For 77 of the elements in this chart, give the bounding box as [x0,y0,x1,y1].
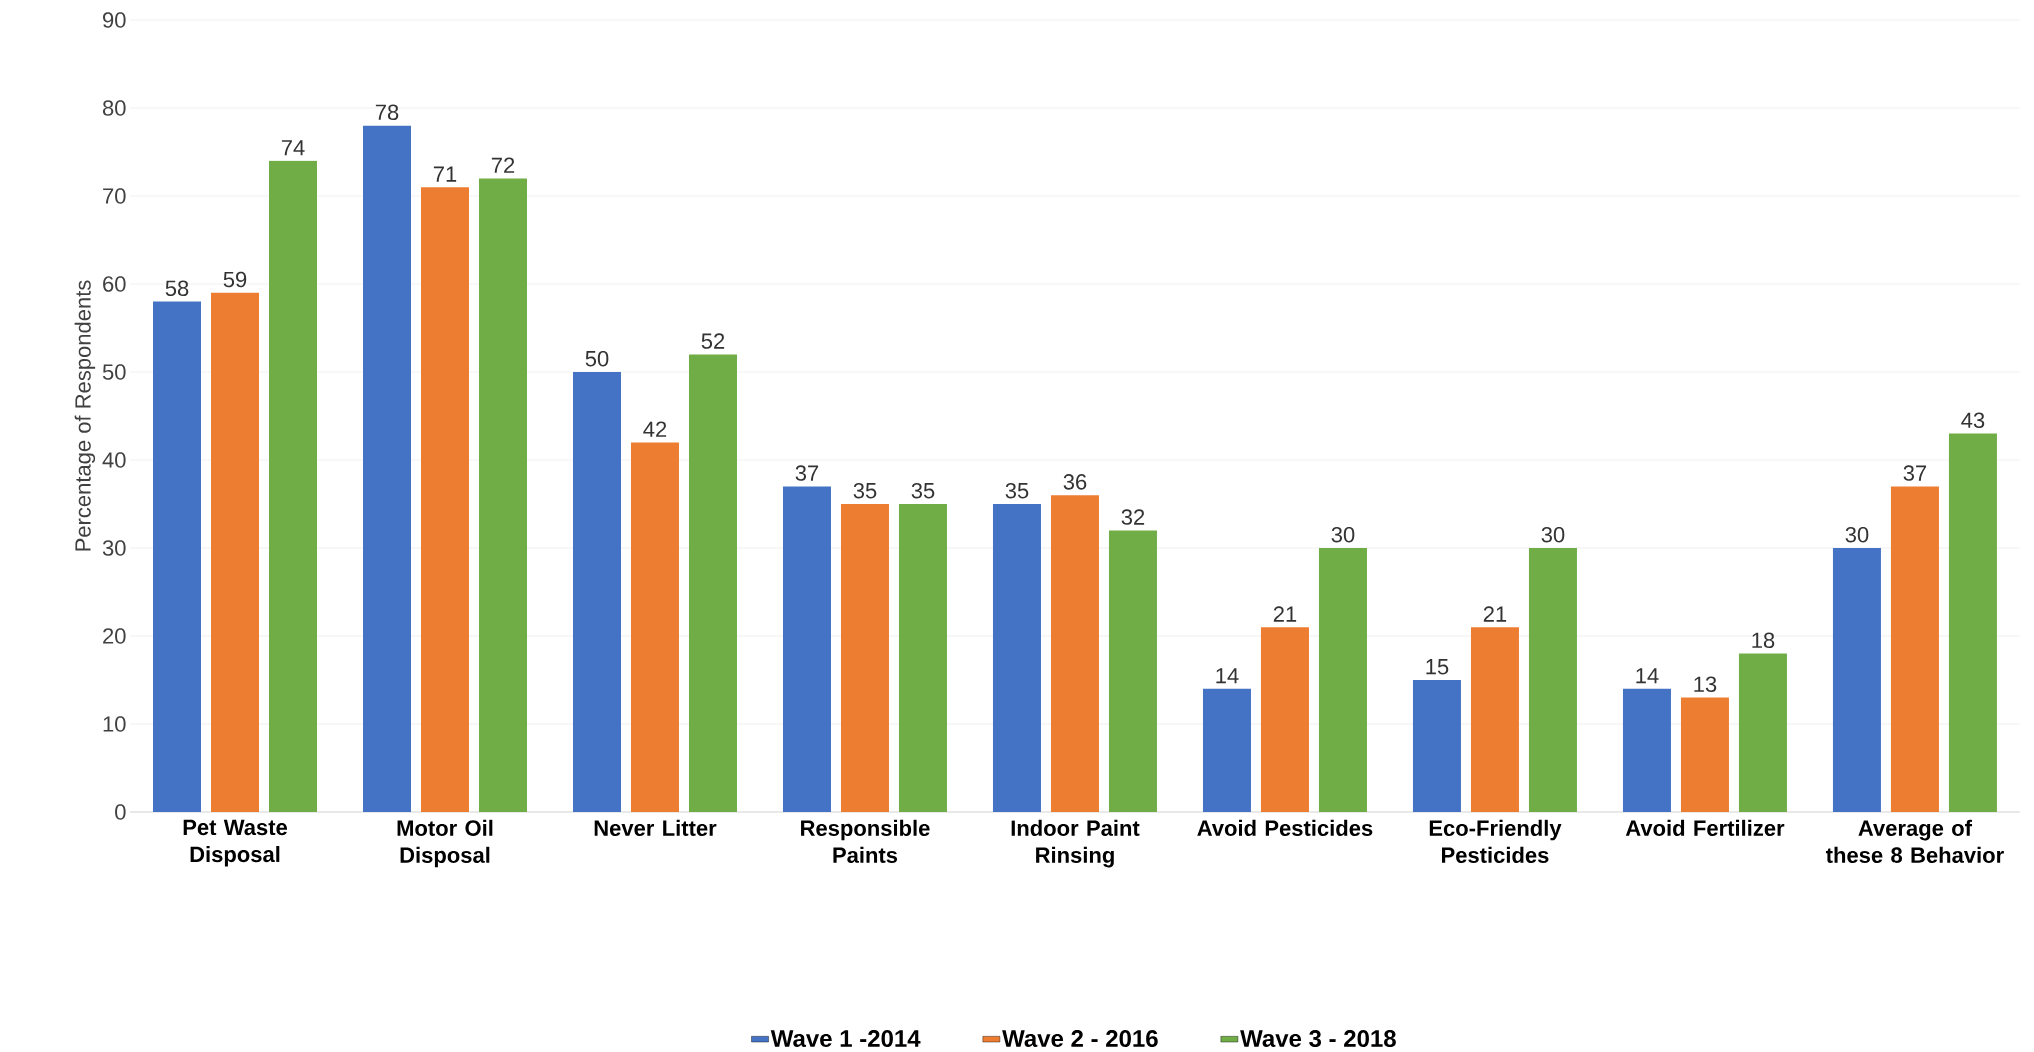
bar [1412,679,1461,812]
data-label: 58 [165,280,189,296]
bar [1108,530,1157,812]
bar [1680,697,1729,812]
bar [1738,653,1787,812]
data-label: 14 [1636,667,1659,684]
data-label: 35 [1005,482,1029,499]
bar [153,301,201,812]
legend-label: Wave 3 - 2018 [1240,1029,1396,1047]
x-tick-label: Responsible Paints [801,819,930,863]
bar [1622,688,1671,812]
bar [840,503,889,812]
data-label: 15 [1426,658,1449,675]
bar [1260,627,1309,812]
bar [1948,433,1997,812]
data-label: 18 [1752,632,1775,648]
bar [1470,627,1519,812]
data-label: 37 [1903,465,1927,481]
bar [362,125,411,812]
data-label: 43 [1961,412,1985,428]
bar [211,292,259,812]
bar [269,160,317,812]
y-tick-label: 90 [103,12,126,28]
data-label: 21 [1273,606,1297,622]
y-tick-label: 40 [102,452,126,468]
legend-label: Wave 2 - 2016 [1002,1029,1158,1047]
data-label: 13 [1694,676,1717,692]
data-label: 14 [1216,667,1239,684]
data-label: 74 [281,139,305,156]
y-tick-label: 50 [102,364,126,380]
bar [420,187,469,812]
data-label: 42 [643,421,667,437]
data-label: 21 [1483,606,1507,622]
x-tick-label: Eco-Friendly Pesticides [1429,819,1562,863]
data-label: 71 [433,166,457,182]
bar [1050,495,1099,812]
x-tick-label: Never Litter [594,819,717,836]
bar [688,354,737,812]
x-tick-label: Indoor Paint Rinsing [1011,819,1140,868]
legend-label: Wave 1 -2014 [770,1029,921,1047]
y-tick-label: 10 [103,716,126,732]
data-label: 50 [585,350,609,367]
bar [1832,547,1881,812]
data-label: 35 [853,482,877,499]
bar [572,371,621,812]
x-tick-label: Avoid Pesticides [1197,819,1373,836]
x-tick-label: Avoid Fertilizer [1625,819,1785,836]
data-label: 30 [1331,526,1355,543]
y-tick-label: 20 [103,628,126,644]
x-tick-label: Motor Oil Disposal [397,819,493,868]
data-label: 32 [1121,509,1145,525]
y-axis-title: Percentage of Respondents [74,280,96,551]
bar [630,442,679,812]
bar [782,486,831,812]
y-tick-label: 70 [103,188,126,204]
data-label: 78 [375,104,399,120]
y-tick-label: 60 [103,276,126,292]
data-label: 37 [795,465,819,481]
bar [1890,486,1939,812]
data-label: 36 [1063,473,1087,490]
data-label: 72 [491,157,515,173]
data-label: 30 [1541,526,1565,543]
data-label: 30 [1845,526,1869,543]
y-tick-label: 80 [102,100,126,116]
data-label: 52 [701,333,725,349]
bar [479,178,527,812]
data-label: 35 [911,482,935,499]
bar [992,503,1041,812]
x-tick-label: Pet Waste Disposal [183,819,288,867]
bar [1202,688,1251,812]
bar [1318,547,1367,812]
x-tick-label: Average of these 8 Behavior [1825,819,2004,863]
bar [898,503,947,812]
y-tick-label: 0 [115,804,126,820]
data-label: 59 [223,271,247,288]
bar [1528,547,1577,812]
y-tick-label: 30 [102,540,126,556]
